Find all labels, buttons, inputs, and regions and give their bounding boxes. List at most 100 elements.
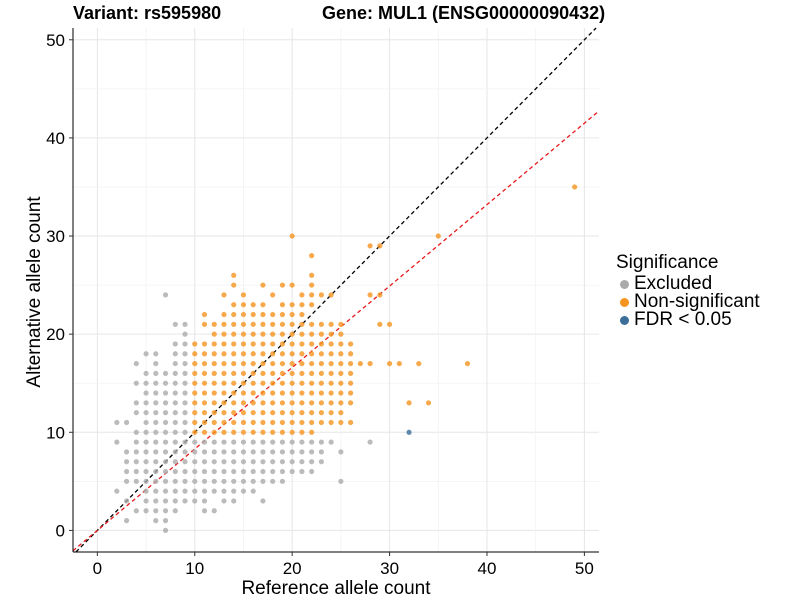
point-non-significant	[211, 429, 217, 435]
point-excluded	[162, 459, 169, 465]
point-non-significant	[299, 390, 305, 396]
point-excluded	[153, 517, 159, 524]
point-non-significant	[192, 360, 198, 367]
point-non-significant	[416, 360, 422, 367]
point-non-significant	[201, 380, 208, 386]
point-excluded	[143, 419, 149, 426]
point-non-significant	[299, 410, 305, 416]
point-non-significant	[309, 429, 315, 435]
point-non-significant	[318, 331, 324, 337]
point-non-significant	[328, 351, 334, 357]
point-excluded	[221, 459, 227, 465]
point-non-significant	[328, 360, 334, 367]
point-non-significant	[201, 400, 208, 406]
point-non-significant	[309, 331, 315, 337]
point-excluded	[133, 429, 139, 435]
point-non-significant	[211, 400, 217, 406]
legend-item-non-significant: Non-significant	[616, 292, 760, 311]
point-non-significant	[386, 360, 393, 367]
point-non-significant	[211, 370, 217, 377]
point-non-significant	[464, 360, 471, 367]
point-excluded	[211, 488, 217, 494]
point-excluded	[192, 498, 198, 504]
point-non-significant	[231, 360, 237, 367]
point-excluded	[192, 459, 198, 465]
point-non-significant	[279, 311, 286, 318]
point-non-significant	[289, 390, 295, 396]
point-non-significant	[260, 360, 266, 367]
point-non-significant	[201, 341, 208, 347]
legend-key-non-significant	[620, 297, 629, 307]
point-excluded	[221, 488, 227, 494]
point-excluded	[123, 468, 130, 475]
point-non-significant	[270, 341, 276, 347]
point-non-significant	[309, 302, 315, 308]
point-non-significant	[299, 400, 305, 406]
point-excluded	[172, 351, 178, 357]
point-non-significant	[367, 360, 373, 367]
point-excluded	[172, 459, 178, 465]
point-non-significant	[240, 400, 247, 406]
point-excluded	[309, 439, 315, 445]
point-non-significant	[250, 400, 256, 406]
point-non-significant	[572, 184, 578, 190]
point-non-significant	[192, 419, 198, 426]
point-non-significant	[348, 390, 354, 396]
point-non-significant	[377, 243, 383, 249]
point-excluded	[162, 410, 169, 416]
point-non-significant	[318, 410, 324, 416]
legend-label-excluded: Excluded	[634, 273, 713, 294]
point-excluded	[143, 351, 149, 357]
point-non-significant	[221, 419, 227, 426]
point-excluded	[153, 360, 159, 367]
point-excluded	[182, 429, 188, 435]
point-excluded	[162, 508, 169, 514]
point-excluded	[318, 439, 324, 445]
point-non-significant	[279, 302, 286, 308]
point-non-significant	[260, 341, 266, 347]
point-non-significant	[289, 321, 295, 327]
point-non-significant	[279, 282, 286, 288]
point-non-significant	[289, 311, 295, 318]
point-non-significant	[211, 419, 217, 426]
point-excluded	[162, 419, 169, 426]
point-non-significant	[328, 390, 334, 396]
point-non-significant	[279, 400, 286, 406]
point-non-significant	[289, 282, 295, 288]
point-non-significant	[318, 380, 324, 386]
point-non-significant	[270, 360, 276, 367]
point-excluded	[172, 478, 178, 484]
point-excluded	[143, 380, 149, 386]
point-non-significant	[348, 370, 354, 377]
point-excluded	[231, 459, 237, 465]
point-non-significant	[338, 400, 344, 406]
point-non-significant	[299, 429, 305, 435]
point-excluded	[289, 459, 295, 465]
point-non-significant	[211, 321, 217, 327]
point-excluded	[289, 439, 295, 445]
point-excluded	[182, 380, 188, 386]
point-non-significant	[279, 360, 286, 367]
point-non-significant	[221, 429, 227, 435]
point-non-significant	[192, 410, 198, 416]
point-excluded	[172, 370, 178, 377]
point-non-significant	[192, 351, 198, 357]
point-excluded	[172, 390, 178, 396]
point-excluded	[172, 468, 178, 475]
x-tick-label-40: 40	[478, 559, 497, 578]
point-excluded	[182, 468, 188, 475]
x-tick-label-30: 30	[380, 559, 399, 578]
point-excluded	[231, 449, 237, 455]
point-non-significant	[240, 390, 247, 396]
point-non-significant	[250, 341, 256, 347]
point-non-significant	[348, 419, 354, 426]
point-excluded	[182, 390, 188, 396]
point-non-significant	[270, 351, 276, 357]
point-non-significant	[279, 331, 286, 337]
tick-labels: 0 10 20 30 40 50 0 10 20 30 40 50	[46, 31, 594, 578]
point-non-significant	[260, 321, 266, 327]
point-non-significant	[309, 370, 315, 377]
point-non-significant	[309, 272, 315, 278]
point-non-significant	[367, 292, 373, 298]
point-excluded	[143, 468, 149, 475]
